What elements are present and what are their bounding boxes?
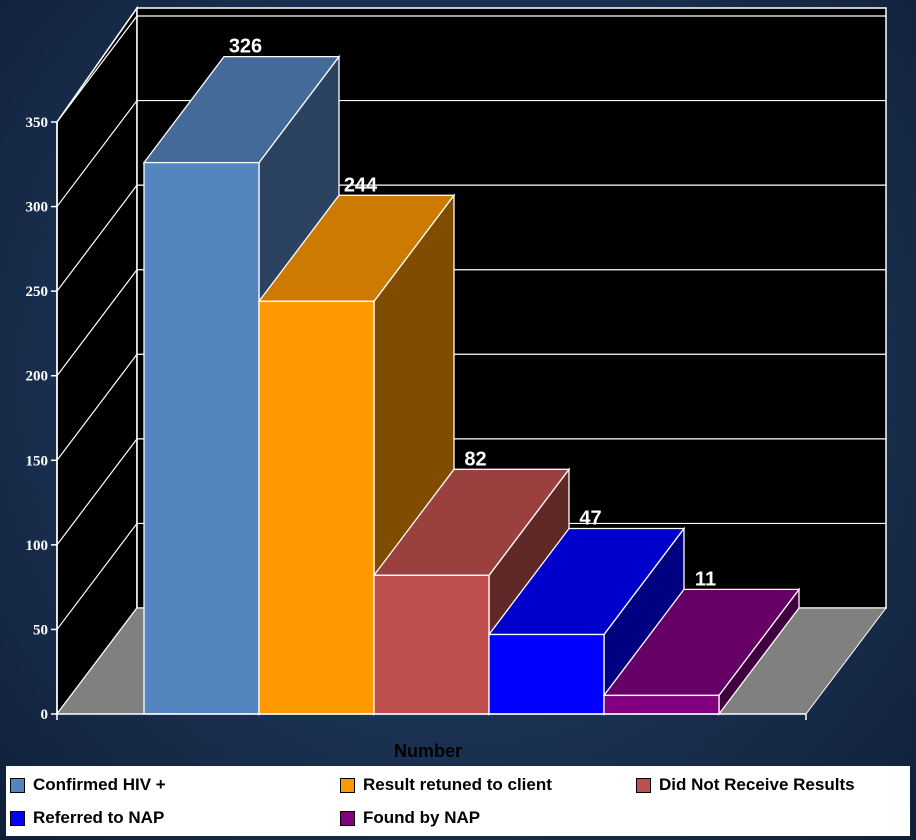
gridline (56, 184, 138, 292)
data-label: 244 (344, 174, 378, 196)
legend-swatch (340, 810, 355, 826)
bar-front (603, 694, 720, 715)
legend-label: Referred to NAP (33, 808, 165, 827)
legend-swatch (636, 777, 651, 793)
legend-label: Confirmed HIV + (33, 775, 166, 794)
legend-label: Found by NAP (363, 808, 481, 827)
gridline (56, 100, 138, 207)
gridline (56, 523, 138, 630)
legend-swatch (10, 810, 25, 826)
legend-swatch (340, 777, 355, 793)
legend-item-confirmed-hiv: Confirmed HIV + (10, 775, 166, 795)
bar-front (488, 633, 605, 715)
bar-4 (487, 526, 686, 716)
gridline (56, 7, 138, 123)
legend-item-referred-to-nap: Referred to NAP (10, 808, 164, 828)
data-label: 82 (464, 448, 486, 470)
data-labels: 326 244 82 47 11 (229, 36, 716, 591)
legend-label: Did Not Receive Results (659, 775, 855, 794)
bar-front (258, 300, 375, 715)
legend-label: Result retuned to client (363, 775, 552, 794)
y-tick-label: 150 (26, 453, 49, 469)
y-tick-label: 0 (41, 707, 49, 723)
legend-item-found-by-nap: Found by NAP (340, 808, 480, 828)
y-tick-label: 250 (26, 284, 49, 300)
legend-swatch (10, 777, 25, 793)
bar-front (373, 574, 490, 715)
data-label: 11 (695, 568, 716, 590)
y-axis: 0 50 100 150 200 250 300 350 (26, 115, 807, 723)
y-tick-label: 350 (26, 115, 49, 131)
gridline (56, 15, 138, 123)
bar-front (143, 161, 260, 715)
chart-legend: Confirmed HIV + Result retuned to client… (6, 766, 910, 836)
side-wall (56, 5, 138, 717)
y-tick-label: 300 (26, 200, 49, 216)
gridline (56, 438, 138, 546)
legend-item-result-returned: Result retuned to client (340, 775, 552, 795)
data-label: 326 (229, 36, 262, 58)
data-label: 47 (579, 508, 601, 530)
legend-item-did-not-receive: Did Not Receive Results (636, 775, 855, 795)
y-tick-label: 50 (33, 622, 48, 638)
y-tick-label: 200 (26, 369, 49, 385)
bar-5 (602, 587, 801, 716)
chart-bars (142, 54, 801, 716)
x-axis-title: Number (394, 741, 462, 760)
y-tick-label: 100 (26, 538, 49, 554)
bar-chart: 0 50 100 150 200 250 300 350 326 244 82 47 11 Numbe… (26, 5, 886, 760)
gridline (56, 269, 138, 377)
gridline (56, 353, 138, 461)
